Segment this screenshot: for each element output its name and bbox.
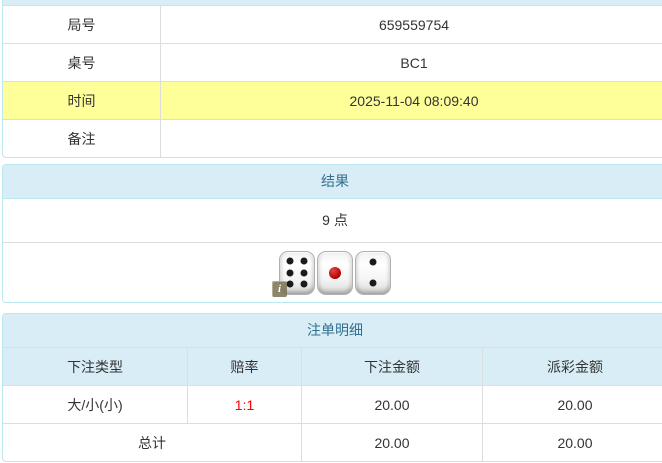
table-number: BC1: [160, 43, 662, 82]
result-points: 9 点: [3, 199, 662, 243]
table-row: 大/小(小) 1:1 20.00 20.00: [3, 385, 662, 424]
info-icon[interactable]: i: [272, 280, 287, 297]
field-label: 时间: [3, 81, 161, 120]
die-pip: [329, 266, 341, 279]
total-payout-amount: 20.00: [557, 434, 593, 451]
die-face-6: i: [272, 250, 315, 297]
field-label: 备注: [3, 119, 161, 157]
bet-details-panel: 注单明细 下注类型 赔率 下注金额 派彩金额 大/小(小) 1:1 20.00 …: [2, 313, 662, 462]
game-info-panel: 局号 659559754 桌号 BC1 时间 2025-11-04 08:09:…: [2, 0, 662, 158]
die-pip: [369, 258, 377, 266]
remark-value: [161, 120, 662, 158]
payout-amount: 20.00: [482, 385, 662, 424]
total-row: 总计 20.00 20.00: [3, 423, 662, 461]
dice-row: i: [3, 243, 662, 302]
die-pip: [286, 269, 294, 276]
round-number: 659559754: [160, 6, 662, 44]
die-pip: [286, 280, 294, 288]
result-panel: 结果 9 点 i: [2, 164, 662, 303]
die-pip: [369, 279, 377, 287]
field-label: 桌号: [3, 43, 161, 82]
die-face-2: [355, 250, 391, 295]
bet-details-table: 下注类型 赔率 下注金额 派彩金额 大/小(小) 1:1 20.00 20.00…: [3, 348, 662, 461]
column-header-odds: 赔率: [187, 348, 302, 386]
game-info-panel-heading: [3, 0, 662, 6]
die-pip: [300, 280, 308, 288]
die-pip: [300, 257, 308, 265]
result-panel-title: 结果: [3, 165, 662, 199]
total-label: 总计: [3, 423, 302, 461]
bet-type: 大/小(小): [3, 385, 188, 424]
bet-odds: 1:1: [187, 385, 302, 424]
table-row: 桌号 BC1: [3, 43, 662, 82]
game-info-table: 局号 659559754 桌号 BC1 时间 2025-11-04 08:09:…: [3, 6, 662, 157]
timestamp: 2025-11-04 08:09:40: [160, 81, 662, 120]
table-row: 备注: [3, 119, 662, 158]
total-bet-amount: 20.00: [301, 423, 483, 461]
column-header-bet-type: 下注类型: [3, 348, 188, 386]
die-face-1: [317, 250, 353, 295]
column-header-payout-amount: 派彩金额: [482, 348, 662, 386]
table-row: 局号 659559754: [3, 6, 662, 44]
column-header-bet-amount: 下注金额: [301, 348, 483, 386]
die-pip: [286, 257, 294, 265]
field-label: 局号: [3, 6, 161, 44]
die-pip: [300, 269, 308, 276]
table-row: 时间 2025-11-04 08:09:40: [3, 81, 662, 120]
table-header-row: 下注类型 赔率 下注金额 派彩金额: [3, 348, 662, 386]
bet-amount: 20.00: [301, 385, 483, 424]
bet-details-title: 注单明细: [3, 314, 662, 348]
